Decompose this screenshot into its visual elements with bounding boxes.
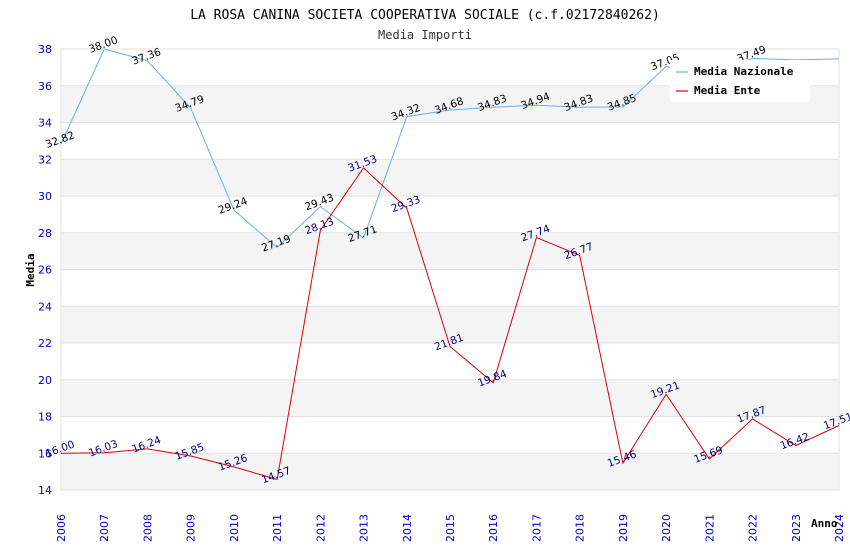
y-tick-label: 16 — [38, 447, 52, 460]
y-tick-label: 38 — [38, 43, 52, 56]
y-axis-label: Media — [24, 253, 37, 286]
grid-band — [61, 159, 839, 196]
x-tick-label: 2014 — [401, 514, 414, 542]
legend-entry-media-ente: Media Ente — [694, 84, 761, 97]
grid-band — [61, 379, 839, 417]
data-label: 16.42 — [779, 431, 811, 453]
x-tick-label: 2021 — [703, 514, 716, 542]
y-tick-label: 28 — [38, 227, 52, 240]
x-tick-label: 2016 — [487, 514, 500, 542]
x-tick-label: 2012 — [314, 514, 327, 542]
x-tick-label: 2013 — [358, 514, 371, 542]
x-axis-label: Anno — [811, 517, 838, 530]
x-tick-label: 2024 — [833, 514, 846, 542]
y-tick-label: 36 — [38, 80, 52, 93]
x-tick-label: 2018 — [574, 514, 587, 542]
x-axis-ticks: 2006 2007 2008 2009 2010 2011 2012 2013 2014 2015… — [55, 514, 846, 542]
chart-title: LA ROSA CANINA SOCIETA COOPERATIVA SOCIA… — [190, 8, 660, 23]
y-tick-label: 34 — [38, 117, 52, 130]
data-label: 32.82 — [44, 129, 76, 151]
y-tick-label: 14 — [38, 484, 52, 497]
legend: Media Nazionale Media Ente — [670, 60, 810, 102]
grid-bands — [61, 85, 839, 490]
y-tick-label: 18 — [38, 411, 52, 424]
x-tick-label: 2022 — [747, 514, 760, 542]
grid-band — [61, 232, 839, 270]
data-label: 38.00 — [87, 34, 119, 56]
chart-subtitle: Media Importi — [378, 28, 472, 42]
x-tick-label: 2019 — [617, 514, 630, 542]
x-tick-label: 2007 — [98, 514, 111, 542]
series-line-1 — [60, 167, 840, 481]
x-tick-label: 2010 — [228, 514, 241, 542]
data-label: 16.24 — [130, 434, 163, 456]
y-tick-label: 32 — [38, 153, 52, 166]
x-tick-label: 2023 — [790, 514, 803, 542]
x-tick-label: 2006 — [55, 514, 68, 542]
legend-box — [670, 60, 810, 102]
y-tick-label: 24 — [38, 300, 52, 313]
x-tick-label: 2020 — [660, 514, 673, 542]
legend-entry-media-nazionale: Media Nazionale — [694, 65, 794, 78]
y-tick-label: 20 — [38, 374, 52, 387]
plot-area — [60, 48, 840, 491]
grid-band — [61, 306, 839, 343]
y-tick-label: 26 — [38, 264, 52, 277]
y-tick-label: 30 — [38, 190, 52, 203]
y-tick-label: 22 — [38, 337, 52, 350]
x-tick-label: 2009 — [185, 514, 198, 542]
x-tick-label: 2017 — [530, 514, 543, 542]
data-label: 29.24 — [217, 195, 250, 217]
x-tick-label: 2015 — [444, 514, 457, 542]
x-tick-label: 2008 — [141, 514, 154, 542]
x-tick-label: 2011 — [271, 514, 284, 542]
y-axis-ticks: 14 16 18 20 22 24 26 28 30 32 34 36 38 — [38, 43, 52, 497]
